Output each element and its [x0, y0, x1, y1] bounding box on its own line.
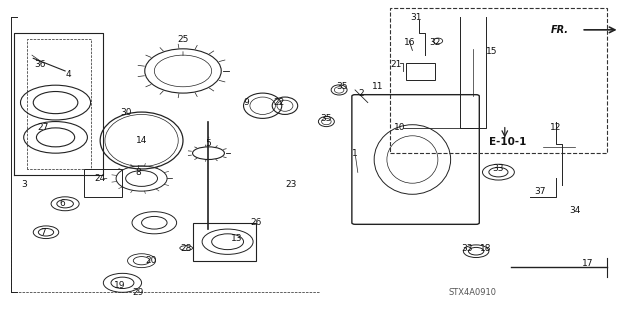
Text: 21: 21 — [391, 60, 402, 69]
Text: 27: 27 — [37, 123, 49, 132]
Text: 25: 25 — [177, 35, 189, 44]
Text: 3: 3 — [21, 180, 27, 189]
Bar — [193, 223, 256, 261]
Text: 5: 5 — [205, 139, 211, 148]
Text: 23: 23 — [285, 180, 297, 189]
Text: 36: 36 — [34, 60, 45, 69]
Text: 17: 17 — [582, 259, 593, 268]
Text: 4: 4 — [65, 70, 71, 78]
Text: E-10-1: E-10-1 — [490, 137, 527, 147]
Text: 20: 20 — [145, 256, 157, 265]
Text: 13: 13 — [232, 234, 243, 243]
Text: 24: 24 — [95, 174, 106, 183]
Text: 18: 18 — [480, 243, 492, 253]
Text: 37: 37 — [534, 187, 545, 196]
Text: 11: 11 — [372, 82, 383, 91]
Text: 22: 22 — [273, 98, 284, 107]
Text: 15: 15 — [486, 48, 498, 56]
Text: 12: 12 — [550, 123, 561, 132]
Text: 26: 26 — [251, 218, 262, 227]
Text: FR.: FR. — [550, 25, 568, 35]
Text: STX4A0910: STX4A0910 — [449, 288, 497, 297]
Bar — [84, 169, 122, 197]
Text: 29: 29 — [132, 288, 144, 297]
Text: 19: 19 — [113, 281, 125, 291]
Text: 7: 7 — [40, 228, 45, 237]
Text: 33: 33 — [493, 165, 504, 174]
Text: 33: 33 — [461, 243, 472, 253]
Text: 32: 32 — [429, 38, 440, 47]
Text: 14: 14 — [136, 136, 147, 145]
Text: 10: 10 — [394, 123, 405, 132]
Text: 6: 6 — [59, 199, 65, 208]
Text: 34: 34 — [569, 206, 580, 215]
Text: 35: 35 — [337, 82, 348, 91]
Text: 31: 31 — [410, 13, 421, 22]
Text: 30: 30 — [120, 108, 131, 116]
Text: 16: 16 — [403, 38, 415, 47]
Bar — [406, 63, 435, 80]
Text: 8: 8 — [136, 168, 141, 177]
Text: 1: 1 — [352, 149, 358, 158]
Text: 28: 28 — [180, 243, 192, 253]
Text: 2: 2 — [358, 89, 364, 98]
Text: 35: 35 — [321, 114, 332, 123]
Text: 9: 9 — [244, 98, 250, 107]
Bar — [390, 8, 607, 153]
